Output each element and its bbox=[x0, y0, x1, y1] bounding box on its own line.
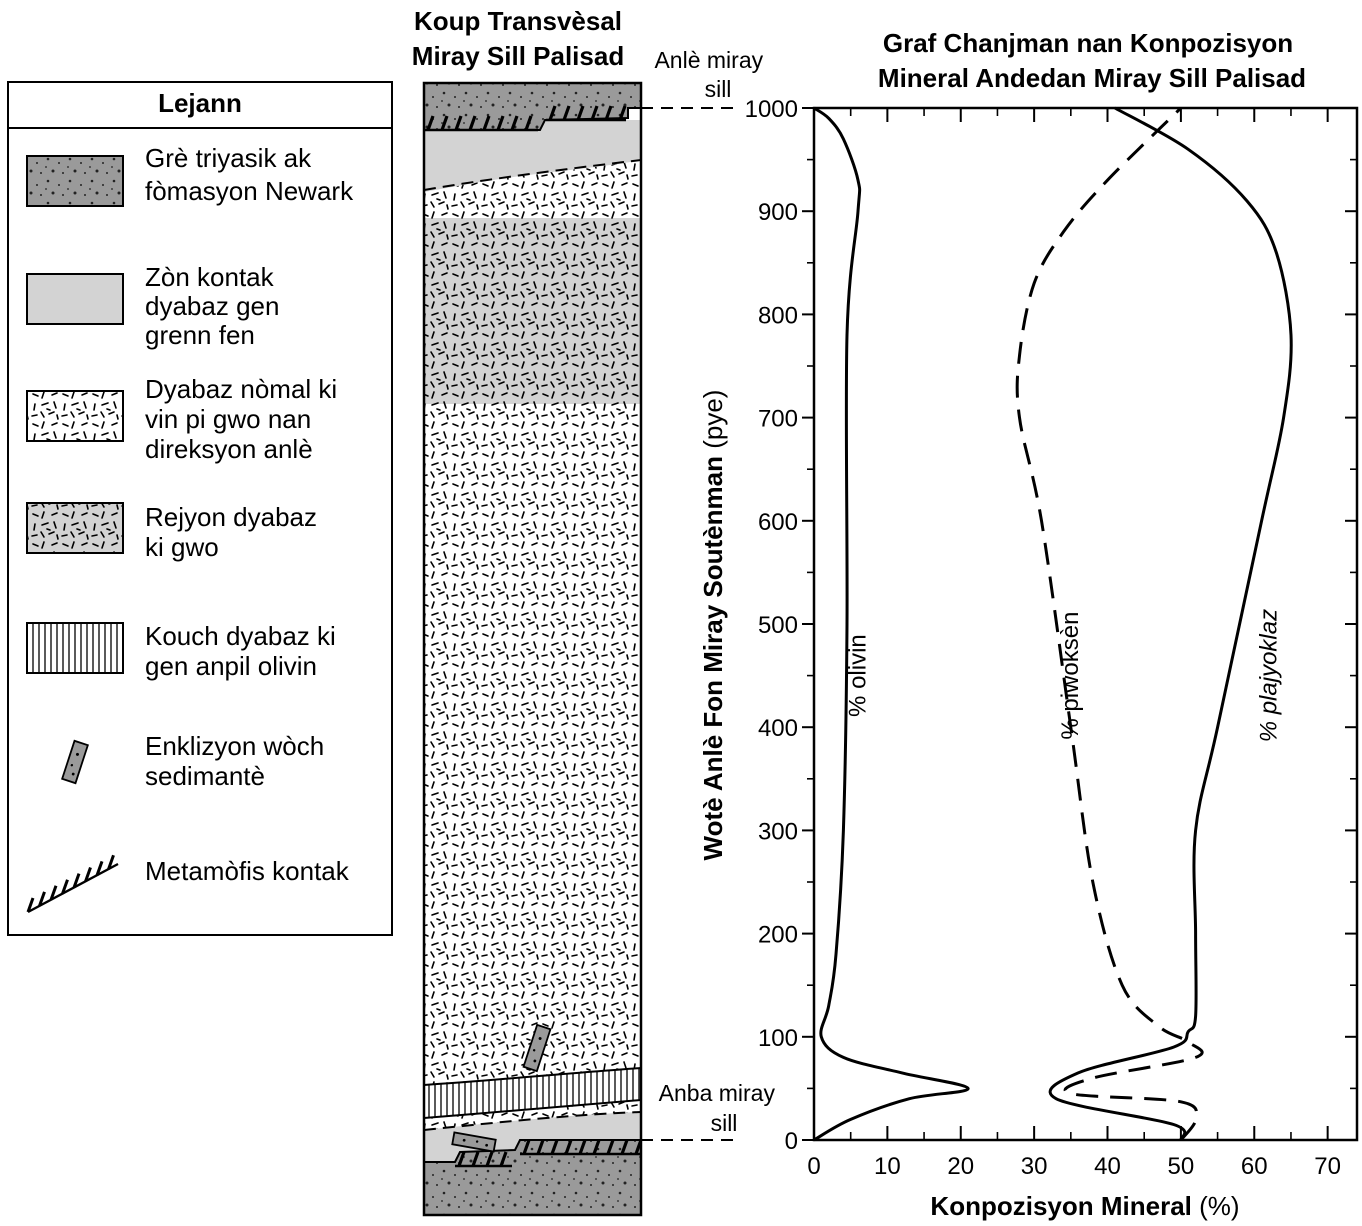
legend-swatch-sandstone bbox=[26, 155, 124, 207]
coarse-diabase-zone bbox=[424, 218, 641, 404]
lower-diabase bbox=[424, 1100, 641, 1130]
x-tick-label-70: 70 bbox=[1314, 1153, 1341, 1180]
x-tick-label-10: 10 bbox=[874, 1153, 901, 1180]
chart-title-line1: Graf Chanjman nan Konpozisyon bbox=[883, 28, 1293, 58]
series-curve-1 bbox=[1015, 106, 1204, 1141]
y-tick-label-100: 100 bbox=[758, 1025, 798, 1052]
x-axis-label: Konpozisyon Mineral (%) bbox=[930, 1191, 1239, 1221]
y-tick-label-600: 600 bbox=[758, 509, 798, 536]
y-tick-label-300: 300 bbox=[758, 818, 798, 845]
legend-label-olivine-layer: Kouch dyabaz ki gen anpil olivin bbox=[145, 621, 343, 681]
legend-swatch-olivine-layer bbox=[26, 622, 124, 674]
x-tick-label-30: 30 bbox=[1021, 1153, 1048, 1180]
chart-series-labels: % olivin % piwoksèn % plajyoklaz bbox=[844, 609, 1282, 742]
y-tick-label-700: 700 bbox=[758, 406, 798, 433]
cross-section-frame bbox=[422, 81, 643, 1217]
x-tick-label-40: 40 bbox=[1094, 1153, 1121, 1180]
mineral-composition-chart: Graf Chanjman nan Konpozisyon Mineral An… bbox=[698, 28, 1359, 1221]
bottom-sandstone bbox=[424, 1140, 641, 1215]
xenolith-inclusion-upper bbox=[522, 1023, 552, 1073]
y-tick-label-200: 200 bbox=[758, 922, 798, 949]
series-curve-0 bbox=[813, 106, 970, 1142]
x-tick-label-20: 20 bbox=[947, 1153, 974, 1180]
chart-curves bbox=[813, 106, 1293, 1142]
series-label-2: % plajyoklaz bbox=[1255, 609, 1282, 742]
xenolith-inclusion-lower bbox=[451, 1131, 497, 1153]
y-tick-label-400: 400 bbox=[758, 715, 798, 742]
legend-label-sandstone: Grè triyasik ak fòmasyon Newark bbox=[145, 143, 354, 206]
bottom-metamorphic-hatch bbox=[455, 1139, 641, 1168]
x-tick-label-60: 60 bbox=[1241, 1153, 1268, 1180]
y-tick-label-1000: 1000 bbox=[745, 96, 798, 123]
top-contact-zone bbox=[424, 120, 641, 192]
legend-label-contact-zone: Zòn kontak dyabaz gen grenn fen bbox=[145, 262, 287, 350]
olivine-top-line bbox=[424, 1067, 641, 1086]
legend-label-coarse-diabase: Rejyon dyabaz ki gwo bbox=[145, 502, 324, 562]
chart-title-line2: Mineral Andedan Miray Sill Palisad bbox=[878, 63, 1306, 93]
legend-swatch-contact-zone bbox=[26, 273, 124, 325]
legend-label-metamorphic-contact: Metamòfis kontak bbox=[145, 856, 350, 886]
top-sill-label: Anlè miray sill bbox=[654, 47, 769, 102]
legend-label-normal-diabase: Dyabaz nòmal ki vin pi gwo nan direksyon… bbox=[145, 374, 344, 464]
series-curve-2 bbox=[1048, 106, 1293, 1141]
cross-section-layers bbox=[424, 83, 641, 1215]
legend-swatch-xenolith bbox=[61, 739, 89, 785]
legend-title: Lejann bbox=[158, 88, 242, 118]
legend-swatch-metamorphic-contact bbox=[26, 854, 119, 914]
legend-label-xenolith: Enklizyon wòch sedimantè bbox=[145, 731, 331, 791]
x-tick-label-0: 0 bbox=[807, 1153, 820, 1180]
cross-section-title-line1: Koup Transvèsal bbox=[414, 6, 622, 36]
legend-swatch-normal-diabase bbox=[26, 390, 124, 442]
series-label-1: % piwoksèn bbox=[1057, 612, 1084, 740]
legend-swatch-coarse-diabase bbox=[26, 502, 124, 554]
plot-frame bbox=[812, 106, 1359, 1142]
cross-section-title-line2: Miray Sill Palisad bbox=[412, 41, 624, 71]
top-metamorphic-hatch bbox=[424, 105, 627, 132]
y-tick-label-0: 0 bbox=[785, 1128, 798, 1155]
x-tick-label-50: 50 bbox=[1168, 1153, 1195, 1180]
y-tick-label-900: 900 bbox=[758, 199, 798, 226]
legend: Lejann Grè triyasik ak fòmasyon Newark Z… bbox=[7, 81, 393, 936]
bottom-sill-label: Anba miray sill bbox=[659, 1080, 782, 1136]
bottom-contact-boundary bbox=[424, 1111, 641, 1131]
y-tick-label-800: 800 bbox=[758, 302, 798, 329]
cross-section: Koup Transvèsal Miray Sill Palisad bbox=[412, 6, 782, 1217]
series-label-0: % olivin bbox=[844, 634, 871, 717]
olivine-layer-band bbox=[424, 1068, 641, 1118]
y-tick-label-500: 500 bbox=[758, 612, 798, 639]
y-axis-label: Wotè Anlè Fon Miray Soutènman (pye) bbox=[698, 390, 728, 861]
